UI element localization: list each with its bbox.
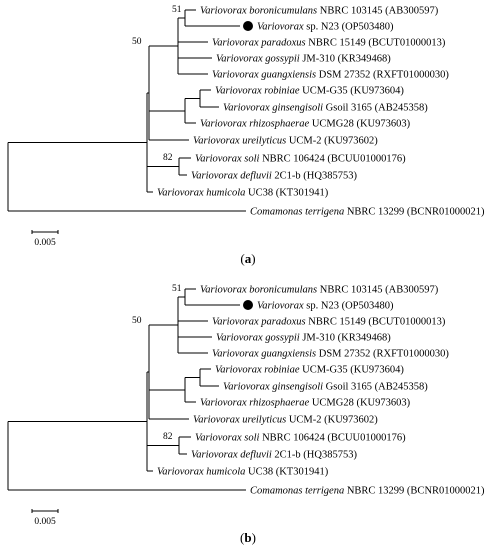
caption-paren-close: ) (251, 251, 255, 266)
strain-accession: NBRC 106424 (BCUU01000176) (259, 154, 406, 165)
species-name: Variovorax gossypii (216, 54, 300, 65)
strain-accession: sp. N23 (OP503480) (304, 22, 394, 33)
taxon-label: Variovorax humicola UC38 (KT301941) (157, 188, 329, 199)
bootstrap-value: 50 (132, 316, 142, 326)
taxon-label: Variovorax boronicumulans NBRC 103145 (A… (200, 6, 439, 17)
taxon-label: Variovorax humicola UC38 (KT301941) (157, 467, 329, 478)
strain-accession: sp. N23 (OP503480) (304, 301, 394, 312)
taxon-label: Variovorax robiniae UCM-G35 (KU973604) (215, 86, 404, 97)
query-sequence-marker (243, 300, 253, 310)
species-name: Variovorax (257, 22, 304, 33)
taxon-label: Variovorax gossypii JM-310 (KR349468) (216, 333, 391, 344)
taxon-label: Comamonas terrigena NBRC 13299 (BCNR0100… (250, 207, 485, 218)
taxon-label: Variovorax rhizosphaerae UCMG28 (KU97360… (200, 398, 411, 409)
tree-panel-b: 51 50 82 Variovorax boronicumulans NBRC 103… (7, 284, 485, 545)
strain-accession: UC38 (KT301941) (245, 467, 328, 478)
query-sequence-marker (243, 21, 253, 31)
species-name: Variovorax rhizosphaerae (200, 398, 310, 409)
strain-accession: NBRC 103145 (AB300597) (317, 285, 439, 296)
taxon-label: Variovorax sp. N23 (OP503480) (257, 22, 394, 33)
species-name: Variovorax guangxiensis (212, 349, 316, 360)
strain-accession: NBRC 15149 (BCUT01000013) (306, 38, 446, 49)
species-name: Variovorax boronicumulans (200, 6, 317, 17)
strain-accession: NBRC 13299 (BCNR01000021) (344, 486, 485, 497)
strain-accession: 2C1-b (HQ385753) (272, 171, 358, 182)
strain-accession: Gsoil 3165 (AB245358) (323, 382, 428, 393)
taxon-label: Variovorax ginsengisoli Gsoil 3165 (AB24… (223, 103, 428, 114)
strain-accession: NBRC 103145 (AB300597) (317, 6, 439, 17)
strain-accession: DSM 27352 (RXFT01000030) (316, 349, 449, 360)
strain-accession: DSM 27352 (RXFT01000030) (316, 70, 449, 81)
taxon-label: Variovorax boronicumulans NBRC 103145 (A… (200, 285, 439, 296)
strain-accession: Gsoil 3165 (AB245358) (323, 103, 428, 114)
species-name: Variovorax guangxiensis (212, 70, 316, 81)
strain-accession: NBRC 13299 (BCNR01000021) (344, 207, 485, 218)
scale-bar-label: 0.005 (34, 238, 56, 248)
strain-accession: UCM-G35 (KU973604) (299, 365, 404, 376)
taxon-label: Variovorax robiniae UCM-G35 (KU973604) (215, 365, 404, 376)
species-name: Variovorax defluvii (191, 171, 272, 182)
taxon-label: Variovorax guangxiensis DSM 27352 (RXFT0… (212, 349, 449, 360)
caption-letter: a (245, 251, 252, 266)
strain-accession: JM-310 (KR349468) (300, 333, 392, 344)
taxon-label: Variovorax ureilyticus UCM-2 (KU973602) (193, 415, 378, 426)
taxon-label: Variovorax defluvii 2C1-b (HQ385753) (191, 171, 357, 182)
species-name: Variovorax defluvii (191, 450, 272, 461)
caption-letter: b (244, 530, 251, 545)
tree-panel-a: 51 50 82 Variovorax boronicumulans NBRC 103… (7, 5, 485, 266)
bootstrap-value: 82 (163, 153, 173, 163)
strain-accession: 2C1-b (HQ385753) (272, 450, 358, 461)
species-name: Variovorax robiniae (215, 365, 300, 376)
strain-accession: NBRC 15149 (BCUT01000013) (306, 317, 446, 328)
taxon-label: Variovorax defluvii 2C1-b (HQ385753) (191, 450, 357, 461)
species-name: Variovorax (257, 301, 304, 312)
species-name: Variovorax ureilyticus (193, 136, 286, 147)
strain-accession: UC38 (KT301941) (245, 188, 328, 199)
bootstrap-value: 51 (172, 5, 182, 15)
taxon-label: Variovorax paradoxus NBRC 15149 (BCUT010… (212, 38, 446, 49)
bootstrap-value: 50 (132, 37, 142, 47)
strain-accession: UCM-2 (KU973602) (286, 136, 378, 147)
species-name: Comamonas terrigena (250, 207, 344, 218)
caption-paren-open: ( (240, 251, 244, 266)
scale-bar-label: 0.005 (34, 517, 56, 527)
taxon-label: Variovorax sp. N23 (OP503480) (257, 301, 394, 312)
strain-accession: NBRC 106424 (BCUU01000176) (259, 433, 406, 444)
taxon-label: Variovorax gossypii JM-310 (KR349468) (216, 54, 391, 65)
species-name: Variovorax ginsengisoli (223, 382, 323, 393)
taxon-label: Variovorax paradoxus NBRC 15149 (BCUT010… (212, 317, 446, 328)
species-name: Variovorax ureilyticus (193, 415, 286, 426)
strain-accession: UCMG28 (KU973603) (309, 398, 410, 409)
species-name: Variovorax paradoxus (212, 38, 306, 49)
taxon-label: Variovorax soli NBRC 106424 (BCUU0100017… (195, 154, 406, 165)
bootstrap-value: 51 (172, 284, 182, 294)
species-name: Variovorax humicola (157, 188, 245, 199)
strain-accession: UCM-2 (KU973602) (286, 415, 378, 426)
strain-accession: UCM-G35 (KU973604) (299, 86, 404, 97)
bootstrap-value: 82 (163, 432, 173, 442)
species-name: Comamonas terrigena (250, 486, 344, 497)
taxon-label: Variovorax rhizosphaerae UCMG28 (KU97360… (200, 119, 411, 130)
species-name: Variovorax soli (195, 154, 260, 165)
taxon-label: Variovorax soli NBRC 106424 (BCUU0100017… (195, 433, 406, 444)
species-name: Variovorax robiniae (215, 86, 300, 97)
strain-accession: UCMG28 (KU973603) (309, 119, 410, 130)
species-name: Variovorax boronicumulans (200, 285, 317, 296)
panel-caption: (b) (240, 530, 256, 545)
panel-caption: (a) (240, 251, 255, 266)
species-name: Variovorax humicola (157, 467, 245, 478)
taxon-label: Variovorax guangxiensis DSM 27352 (RXFT0… (212, 70, 449, 81)
species-name: Variovorax rhizosphaerae (200, 119, 310, 130)
caption-paren-close: ) (252, 530, 256, 545)
species-name: Variovorax paradoxus (212, 317, 306, 328)
taxon-label: Comamonas terrigena NBRC 13299 (BCNR0100… (250, 486, 485, 497)
species-name: Variovorax gossypii (216, 333, 300, 344)
species-name: Variovorax soli (195, 433, 260, 444)
caption-paren-open: ( (240, 530, 244, 545)
strain-accession: JM-310 (KR349468) (300, 54, 392, 65)
taxon-label: Variovorax ginsengisoli Gsoil 3165 (AB24… (223, 382, 428, 393)
taxon-label: Variovorax ureilyticus UCM-2 (KU973602) (193, 136, 378, 147)
species-name: Variovorax ginsengisoli (223, 103, 323, 114)
